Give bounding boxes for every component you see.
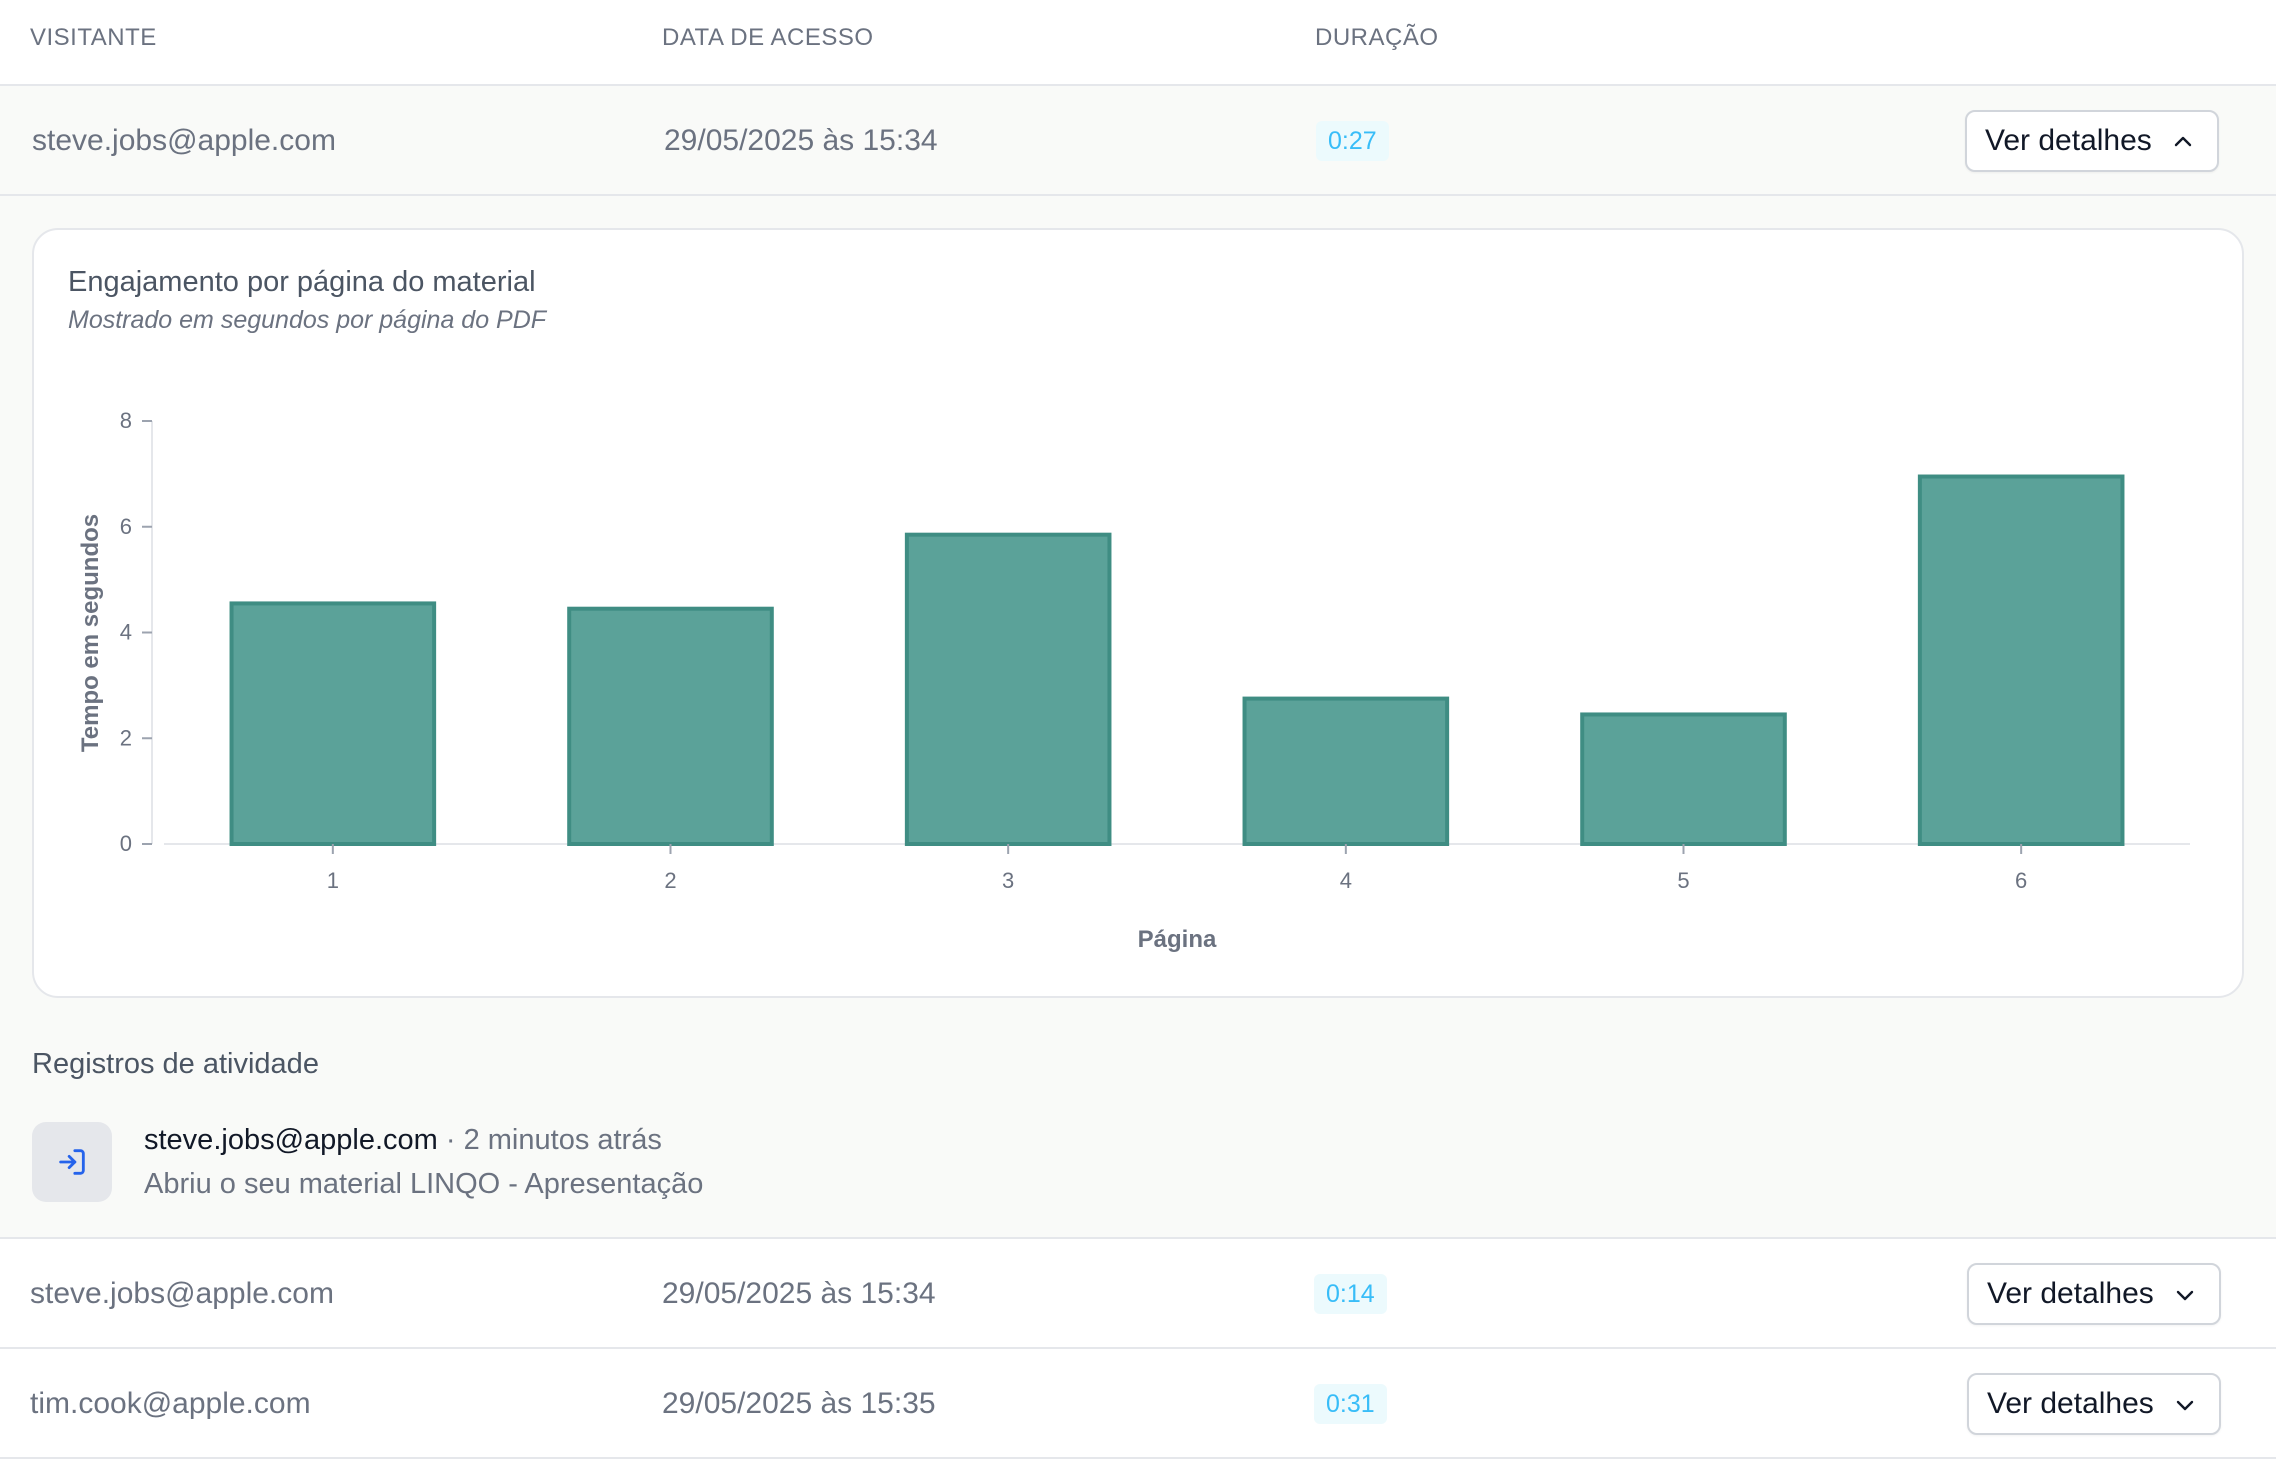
- y-tick-label: 6: [120, 514, 132, 539]
- x-tick-label: 1: [327, 868, 339, 893]
- bar-page-2: [567, 606, 774, 846]
- y-tick-label: 0: [120, 831, 132, 856]
- x-tick-label: 2: [664, 868, 676, 893]
- access-date: 29/05/2025 às 15:35: [662, 1387, 936, 1420]
- login-icon: [32, 1122, 112, 1202]
- bar-page-4: [1242, 696, 1450, 846]
- y-tick-label: 4: [120, 620, 132, 645]
- duration-badge: 0:27: [1316, 121, 1389, 161]
- activity-text: Abriu o seu material LINQO - Apresentaçã…: [144, 1168, 704, 1200]
- activity-time: · 2 minutos atrás: [445, 1124, 662, 1156]
- y-tick-label: 2: [120, 725, 132, 750]
- card-title: Engajamento por página do material: [68, 266, 536, 298]
- table-header: VISITANTE DATA DE ACESSO DURAÇÃO: [0, 0, 2276, 86]
- column-header-date: DATA DE ACESSO: [662, 24, 874, 51]
- duration-badge: 0:14: [1314, 1274, 1387, 1314]
- column-header-visitor: VISITANTE: [30, 24, 157, 51]
- bar-page-1: [229, 601, 437, 847]
- chevron-up-icon: [2174, 136, 2192, 147]
- bar-page-3: [904, 532, 1112, 846]
- activity-log-item: steve.jobs@apple.com · 2 minutos atrás A…: [32, 1122, 1232, 1206]
- details-button-label: Ver detalhes: [1987, 1277, 2154, 1310]
- visitor-email: steve.jobs@apple.com: [32, 124, 336, 157]
- activity-header: steve.jobs@apple.com · 2 minutos atrás: [144, 1124, 662, 1157]
- table-row[interactable]: tim.cook@apple.com 29/05/2025 às 15:35 0…: [0, 1349, 2276, 1459]
- table-row[interactable]: steve.jobs@apple.com 29/05/2025 às 15:34…: [0, 86, 2276, 196]
- y-axis-label: Tempo em segundos: [77, 514, 104, 752]
- activity-log-title: Registros de atividade: [32, 1048, 319, 1080]
- chevron-down-icon: [2176, 1400, 2194, 1411]
- table-row[interactable]: steve.jobs@apple.com 29/05/2025 às 15:34…: [0, 1239, 2276, 1349]
- visitor-email: tim.cook@apple.com: [30, 1387, 311, 1420]
- x-tick-label: 4: [1340, 868, 1352, 893]
- engagement-bar-chart: 0 2 4 6 8 1 2 3 4 5 6 Página Tempo em segundos: [77, 408, 2190, 953]
- details-button[interactable]: Ver detalhes: [1965, 110, 2219, 172]
- x-tick-label: 6: [2015, 868, 2027, 893]
- engagement-card: Engajamento por página do material Mostr…: [32, 228, 2244, 998]
- column-header-duration: DURAÇÃO: [1315, 24, 1439, 51]
- duration-badge: 0:31: [1314, 1384, 1387, 1424]
- x-axis-label: Página: [1138, 926, 1217, 953]
- visitor-email: steve.jobs@apple.com: [30, 1277, 334, 1310]
- x-tick-label: 3: [1002, 868, 1014, 893]
- y-tick-label: 8: [120, 408, 132, 433]
- chevron-down-icon: [2176, 1290, 2194, 1301]
- access-date: 29/05/2025 às 15:34: [662, 1277, 936, 1310]
- details-button-label: Ver detalhes: [1987, 1387, 2154, 1420]
- x-tick-label: 5: [1677, 868, 1689, 893]
- details-button-label: Ver detalhes: [1985, 124, 2152, 157]
- details-button[interactable]: Ver detalhes: [1967, 1263, 2221, 1325]
- bar-page-6: [1917, 474, 2125, 847]
- activity-user: steve.jobs@apple.com: [144, 1124, 438, 1156]
- bar-page-5: [1580, 712, 1787, 846]
- access-date: 29/05/2025 às 15:34: [664, 124, 938, 157]
- card-subtitle: Mostrado em segundos por página do PDF: [68, 306, 547, 334]
- row-details-panel: Engajamento por página do material Mostr…: [0, 196, 2276, 1239]
- details-button[interactable]: Ver detalhes: [1967, 1373, 2221, 1435]
